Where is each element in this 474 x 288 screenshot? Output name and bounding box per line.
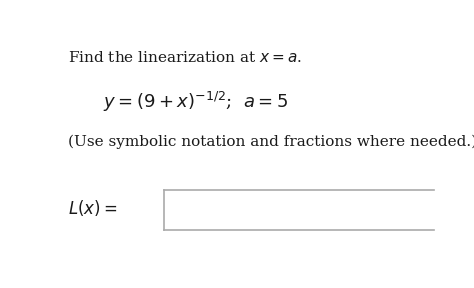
Text: $L(x) =$: $L(x) =$: [68, 198, 118, 217]
Text: $y = (9 + x)^{-1/2}$;  $a = 5$: $y = (9 + x)^{-1/2}$; $a = 5$: [103, 90, 288, 114]
Text: Find the linearization at $x = a$.: Find the linearization at $x = a$.: [68, 50, 302, 65]
Text: (Use symbolic notation and fractions where needed.): (Use symbolic notation and fractions whe…: [68, 134, 474, 149]
